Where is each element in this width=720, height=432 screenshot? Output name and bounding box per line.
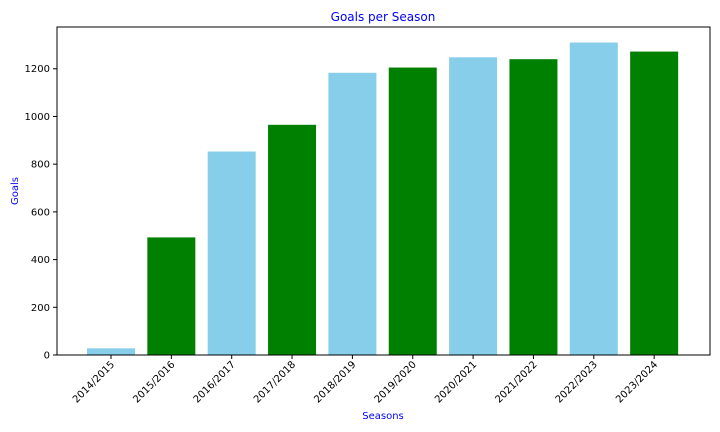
y-tick-label: 200 [31,303,50,314]
x-tick-label: 2014/2015 [71,359,117,405]
x-tick-label: 2015/2016 [131,359,177,405]
bar-2019-2020 [388,67,437,356]
x-tick-label: 2022/2023 [554,359,600,405]
x-tick-label: 2016/2017 [192,359,238,405]
x-tick-label: 2017/2018 [252,359,298,405]
x-axis-title: Seasons [362,411,404,422]
x-tick-label: 2018/2019 [312,359,358,405]
bar-2017-2018 [268,124,317,355]
y-tick-label: 800 [31,160,50,171]
y-tick-label: 1000 [25,112,50,123]
bar-2015-2016 [147,237,196,355]
bars-group [87,42,679,356]
bar-2021-2022 [509,59,558,355]
bar-2014-2015 [87,348,135,355]
x-tick-label: 2020/2021 [433,359,479,405]
y-tick-label: 1200 [25,64,50,75]
plot-frame [56,26,711,356]
x-tick-label: 2019/2020 [373,359,419,405]
chart-title: Goals per Season [331,10,436,24]
y-axis: 0 200 400 600 800 1000 1200 [25,64,57,362]
bar-2023-2024 [630,51,679,355]
y-tick-label: 600 [31,207,50,218]
x-tick-label: 2021/2022 [493,359,539,405]
y-axis-title: Goals [10,177,21,205]
bar-2020-2021 [449,57,498,356]
bar-2022-2023 [569,42,618,355]
y-tick-label: 400 [31,255,50,266]
x-tick-label: 2023/2024 [614,359,660,405]
bar-2016-2017 [207,151,256,355]
x-axis: 2014/2015 2015/2016 2016/2017 2017/2018 2018… [71,355,660,406]
y-tick-label: 0 [44,351,50,362]
bar-2018-2019 [328,72,377,356]
